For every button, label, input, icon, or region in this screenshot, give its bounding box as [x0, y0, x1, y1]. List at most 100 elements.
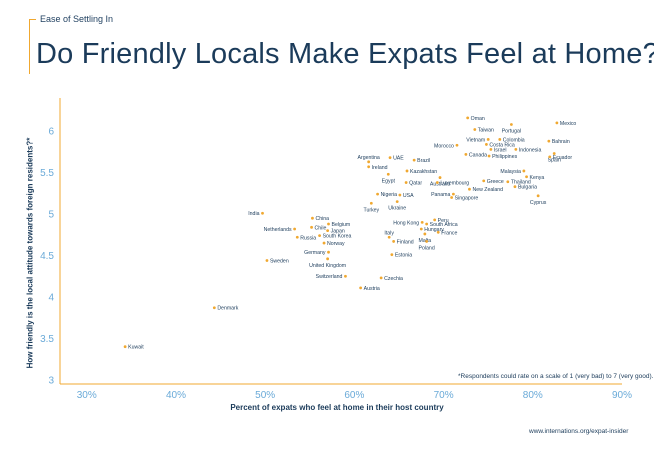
- data-point: [466, 116, 470, 120]
- data-point-label: Kenya: [530, 175, 545, 181]
- data-point-label: France: [441, 230, 457, 236]
- data-point: [473, 128, 477, 131]
- data-point-label: Hong Kong: [393, 220, 419, 226]
- data-point-label: Switzerland: [316, 274, 343, 280]
- x-tick-label: 80%: [523, 390, 543, 401]
- data-point-label: Nigeria: [381, 192, 398, 198]
- data-point: [498, 138, 502, 141]
- data-point: [536, 194, 540, 198]
- data-point: [486, 138, 490, 141]
- data-point-label: Norway: [327, 241, 345, 247]
- data-point-label: Peru: [438, 218, 449, 224]
- data-point-label: Brazil: [417, 158, 430, 164]
- data-point: [506, 180, 510, 184]
- chart-title: Do Friendly Locals Make Expats Feel at H…: [36, 38, 654, 70]
- data-point-label: Egypt: [382, 178, 396, 184]
- data-point: [387, 235, 391, 239]
- data-point-label: Bahrain: [552, 139, 570, 145]
- data-point-label: Mexico: [560, 121, 577, 127]
- data-point: [327, 222, 330, 226]
- data-point: [123, 345, 127, 349]
- y-tick-label: 3: [48, 375, 54, 386]
- data-point: [436, 230, 440, 234]
- data-point: [455, 143, 459, 147]
- data-point-label: New Zealand: [472, 187, 503, 193]
- data-point-label: Russia: [300, 235, 316, 241]
- data-point: [433, 218, 437, 222]
- y-tick-label: 4: [48, 292, 54, 303]
- data-point: [395, 200, 399, 204]
- title-accent-tick: [29, 19, 36, 20]
- data-point-label: Indonesia: [519, 147, 542, 153]
- y-tick-label: 5.5: [40, 168, 54, 179]
- data-point: [513, 185, 517, 189]
- data-point-label: Luxembourg: [440, 181, 469, 187]
- data-point-label: Ukraine: [388, 206, 406, 212]
- data-point-label: Czechia: [384, 276, 403, 282]
- y-tick-label: 4.5: [40, 251, 54, 262]
- footnote: *Respondents could rate on a scale of 1 …: [458, 373, 654, 380]
- data-point: [450, 196, 454, 199]
- data-point-label: Spain: [548, 158, 561, 164]
- data-point-label: China: [315, 216, 329, 222]
- data-point: [398, 193, 402, 197]
- title-accent-line: [29, 19, 30, 74]
- data-point-label: Morocco: [434, 143, 454, 149]
- data-point: [327, 250, 330, 254]
- data-point: [547, 139, 551, 143]
- data-point: [311, 216, 314, 220]
- data-point: [525, 175, 528, 179]
- data-point-label: Germany: [304, 250, 326, 256]
- data-point-label: Sweden: [270, 258, 289, 264]
- data-point-label: Thailand: [511, 180, 531, 186]
- data-point: [295, 235, 299, 239]
- data-point: [344, 274, 347, 278]
- data-point-label: Australia: [430, 182, 450, 188]
- data-point: [405, 169, 409, 173]
- data-point-label: Ecuador: [553, 155, 573, 161]
- data-point: [318, 234, 321, 238]
- data-point: [420, 220, 424, 224]
- data-point-label: India: [248, 211, 259, 217]
- data-point-label: Taiwan: [478, 128, 494, 134]
- x-tick-label: 30%: [77, 390, 97, 401]
- data-point: [326, 229, 330, 233]
- data-point-label: Philippines: [492, 154, 517, 160]
- data-point: [265, 259, 269, 262]
- data-point: [485, 143, 488, 146]
- data-point: [322, 241, 326, 245]
- data-point: [452, 192, 455, 196]
- data-point-label: Austria: [364, 286, 380, 292]
- data-point-label: Israel: [494, 147, 507, 153]
- data-point-label: Estonia: [395, 253, 412, 259]
- data-point-label: Panama: [431, 192, 450, 198]
- data-point: [293, 227, 297, 231]
- data-point-label: Cyprus: [530, 200, 547, 206]
- data-point-label: Denmark: [217, 306, 238, 312]
- data-point: [388, 156, 392, 160]
- data-point-label: Turkey: [363, 207, 379, 213]
- data-point: [369, 201, 373, 205]
- data-point-label: Japan: [331, 229, 345, 235]
- y-tick-label: 5: [48, 210, 54, 221]
- data-point-label: UAE: [393, 156, 404, 162]
- data-point-label: South Africa: [430, 222, 458, 228]
- data-point: [379, 276, 383, 280]
- data-point-label: Greece: [487, 179, 504, 185]
- data-point-label: Argentina: [358, 155, 380, 161]
- data-point-label: Finland: [397, 239, 414, 245]
- y-axis-label: How friendly is the local attitude towar…: [25, 137, 35, 369]
- data-point: [261, 211, 264, 215]
- data-point-label: Singapore: [455, 195, 479, 201]
- data-point-label: United Kingdom: [309, 263, 346, 269]
- data-point-label: Ireland: [372, 165, 388, 171]
- data-point: [514, 147, 518, 151]
- data-point: [326, 257, 330, 261]
- data-point: [390, 253, 394, 257]
- data-point: [412, 158, 416, 162]
- data-point-label: Malta: [419, 238, 432, 244]
- x-tick-label: 50%: [255, 390, 275, 401]
- data-point-label: Netherlands: [264, 227, 292, 233]
- data-point-label: Belgium: [332, 222, 351, 228]
